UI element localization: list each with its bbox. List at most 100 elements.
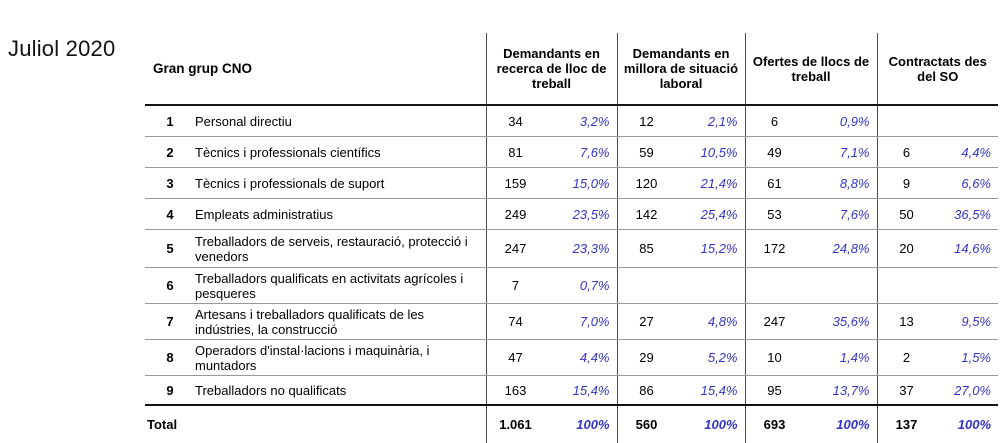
data-cell: 37 27,0%: [876, 375, 998, 406]
percent-value: 100%: [704, 417, 738, 432]
total-data-cell: 560 100%: [616, 405, 745, 443]
table-row: 8 Operadors d'instal·lacions i maquinària…: [145, 339, 998, 376]
row-label-cell: 4 Empleats administratius: [145, 198, 486, 230]
percent-value: 7,1%: [839, 144, 870, 160]
percent-value: 4,4%: [961, 144, 991, 160]
row-label-cell: 9 Treballadors no qualificats: [145, 375, 486, 406]
count-value: 159: [504, 175, 527, 191]
data-cell: [744, 267, 877, 304]
row-number: 1: [166, 113, 174, 129]
percent-value: 35,6%: [832, 314, 870, 329]
row-label: Empleats administratius: [195, 206, 333, 222]
row-label: Operadors d'instal·lacions i maquinària,…: [195, 342, 430, 373]
count-value: 163: [504, 382, 527, 398]
percent-value: 4,4%: [579, 350, 610, 365]
percent-value: 5,2%: [707, 350, 738, 365]
count-value: 85: [639, 241, 654, 256]
data-cell: 20 14,6%: [876, 229, 998, 268]
count-value: 59: [639, 144, 654, 160]
row-label-cell: 1 Personal directiu: [145, 105, 486, 137]
data-cell: 12 2,1%: [616, 105, 745, 137]
data-cell: 29 5,2%: [616, 339, 745, 376]
count-value: 12: [639, 113, 654, 129]
row-label-cell: 8 Operadors d'instal·lacions i maquinària…: [145, 339, 486, 376]
total-label: Total: [147, 417, 178, 432]
table-row: 9 Treballadors no qualificats 163 15,4% 86 15…: [145, 375, 998, 406]
count-value: 247: [504, 241, 527, 256]
count-value: 20: [899, 241, 914, 256]
row-number: 5: [166, 241, 174, 256]
count-value: 9: [902, 175, 911, 191]
column-header-demandants-millora: Demandants en millora de situació labora…: [616, 33, 745, 106]
count-value: 6: [902, 144, 911, 160]
page-title: Juliol 2020: [8, 36, 116, 61]
row-label-cell: 7 Artesans i treballadors qualificats de …: [145, 303, 486, 340]
count-value: 37: [899, 382, 914, 398]
count-value: 50: [899, 206, 914, 222]
data-cell: 249 23,5%: [485, 198, 617, 230]
count-value: 61: [767, 175, 782, 191]
count-value: 247: [763, 314, 786, 329]
row-label-cell: 6 Treballadors qualificats en activitats …: [145, 267, 486, 304]
count-value: 27: [639, 314, 654, 329]
count-value: 53: [767, 206, 782, 222]
data-cell: 81 7,6%: [485, 136, 617, 168]
percent-value: 36,5%: [954, 206, 991, 222]
data-cell: 172 24,8%: [744, 229, 877, 268]
data-cell: 27 4,8%: [616, 303, 745, 340]
total-label-cell: Total: [145, 405, 486, 443]
data-cell: 9 6,6%: [876, 167, 998, 199]
row-label-cell: 3 Tècnics i professionals de suport: [145, 167, 486, 199]
percent-value: 1,4%: [839, 350, 870, 365]
row-label-cell: 2 Tècnics i professionals científics: [145, 136, 486, 168]
column-header-gran-grup-cno: Gran grup CNO: [145, 33, 486, 106]
percent-value: 23,5%: [572, 206, 610, 222]
row-label: Treballadors qualificats en activitats a…: [195, 270, 464, 301]
row-number: 9: [166, 382, 174, 398]
percent-value: 15,4%: [700, 382, 738, 398]
data-cell: 59 10,5%: [616, 136, 745, 168]
table-row: 5 Treballadors de serveis, restauració, p…: [145, 229, 998, 268]
row-number: 3: [166, 175, 174, 191]
percent-value: 4,8%: [707, 314, 738, 329]
count-value: 49: [767, 144, 782, 160]
data-cell: 247 35,6%: [744, 303, 877, 340]
count-value: 172: [763, 241, 786, 256]
percent-value: 2,1%: [707, 113, 738, 129]
percent-value: 100%: [957, 417, 991, 432]
table-header-row: Gran grup CNO Demandants en recerca de l…: [145, 33, 998, 106]
data-cell: 95 13,7%: [744, 375, 877, 406]
data-cell: 163 15,4%: [485, 375, 617, 406]
total-data-cell: 137 100%: [876, 405, 998, 443]
total-data-cell: 1.061 100%: [485, 405, 617, 443]
table-row: 2 Tècnics i professionals científics 81 7,6…: [145, 136, 998, 168]
column-header-demandants-recerca: Demandants en recerca de lloc de treball: [485, 33, 617, 106]
data-cell: 61 8,8%: [744, 167, 877, 199]
count-value: 7: [511, 278, 520, 293]
percent-value: 3,2%: [579, 113, 610, 129]
table-row: 6 Treballadors qualificats en activitats …: [145, 267, 998, 304]
percent-value: 23,3%: [572, 241, 610, 256]
count-value: 10: [767, 350, 782, 365]
count-value: 137: [895, 417, 918, 432]
percent-value: 13,7%: [832, 382, 870, 398]
data-cell: [876, 105, 998, 137]
percent-value: 8,8%: [839, 175, 870, 191]
row-label: Artesans i treballadors qualificats de l…: [195, 306, 425, 337]
percent-value: 100%: [576, 417, 610, 432]
percent-value: 15,2%: [700, 241, 738, 256]
percent-value: 15,4%: [572, 382, 610, 398]
row-number: 6: [166, 278, 174, 293]
data-cell: 34 3,2%: [485, 105, 617, 137]
table-row: 7 Artesans i treballadors qualificats de …: [145, 303, 998, 340]
count-value: 29: [639, 350, 654, 365]
row-label-cell: 5 Treballadors de serveis, restauració, p…: [145, 229, 486, 268]
count-value: 6: [770, 113, 779, 129]
table-row: 1 Personal directiu 34 3,2% 12 2,1% 6 0,9%: [145, 105, 998, 137]
count-value: 2: [902, 350, 911, 365]
count-value: 560: [635, 417, 658, 432]
percent-value: 6,6%: [961, 175, 991, 191]
percent-value: 0,7%: [579, 278, 610, 293]
data-cell: 85 15,2%: [616, 229, 745, 268]
percent-value: 24,8%: [832, 241, 870, 256]
